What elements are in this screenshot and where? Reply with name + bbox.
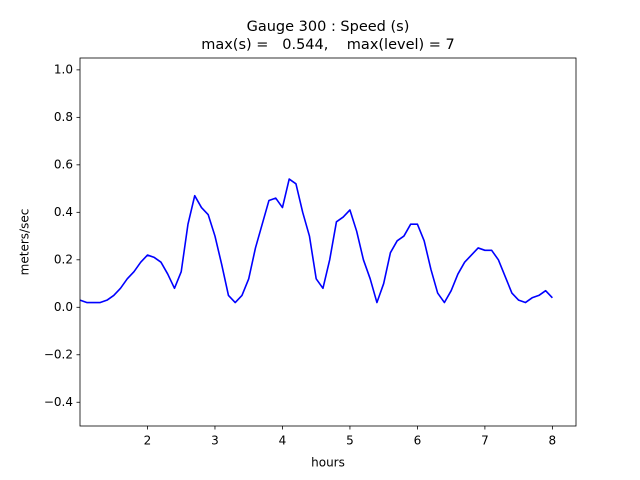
x-tick-label: 4 bbox=[279, 434, 287, 448]
chart-subtitle: max(s) = 0.544, max(level) = 7 bbox=[201, 37, 455, 53]
x-tick-label: 7 bbox=[481, 434, 489, 448]
x-tick-label: 3 bbox=[211, 434, 219, 448]
y-tick-label: 0.6 bbox=[54, 157, 73, 171]
x-tick-label: 8 bbox=[549, 434, 557, 448]
data-line bbox=[79, 178, 553, 304]
y-tick-label: −0.2 bbox=[44, 347, 73, 361]
plot-frame bbox=[79, 57, 577, 427]
y-tick-label: 0.8 bbox=[54, 110, 73, 124]
chart-title: Gauge 300 : Speed (s) bbox=[247, 19, 410, 35]
x-tick-label: 5 bbox=[346, 434, 354, 448]
y-tick-label: 0.2 bbox=[54, 252, 73, 266]
y-axis-label: meters/sec bbox=[18, 209, 32, 276]
y-tick-label: 0.4 bbox=[54, 205, 73, 219]
y-tick-label: −0.4 bbox=[44, 395, 73, 409]
x-axis-label: hours bbox=[311, 456, 345, 470]
y-tick-label: 0.0 bbox=[54, 300, 73, 314]
y-tick-label: 1.0 bbox=[54, 62, 73, 76]
x-tick-label: 6 bbox=[414, 434, 422, 448]
x-tick-label: 2 bbox=[144, 434, 152, 448]
